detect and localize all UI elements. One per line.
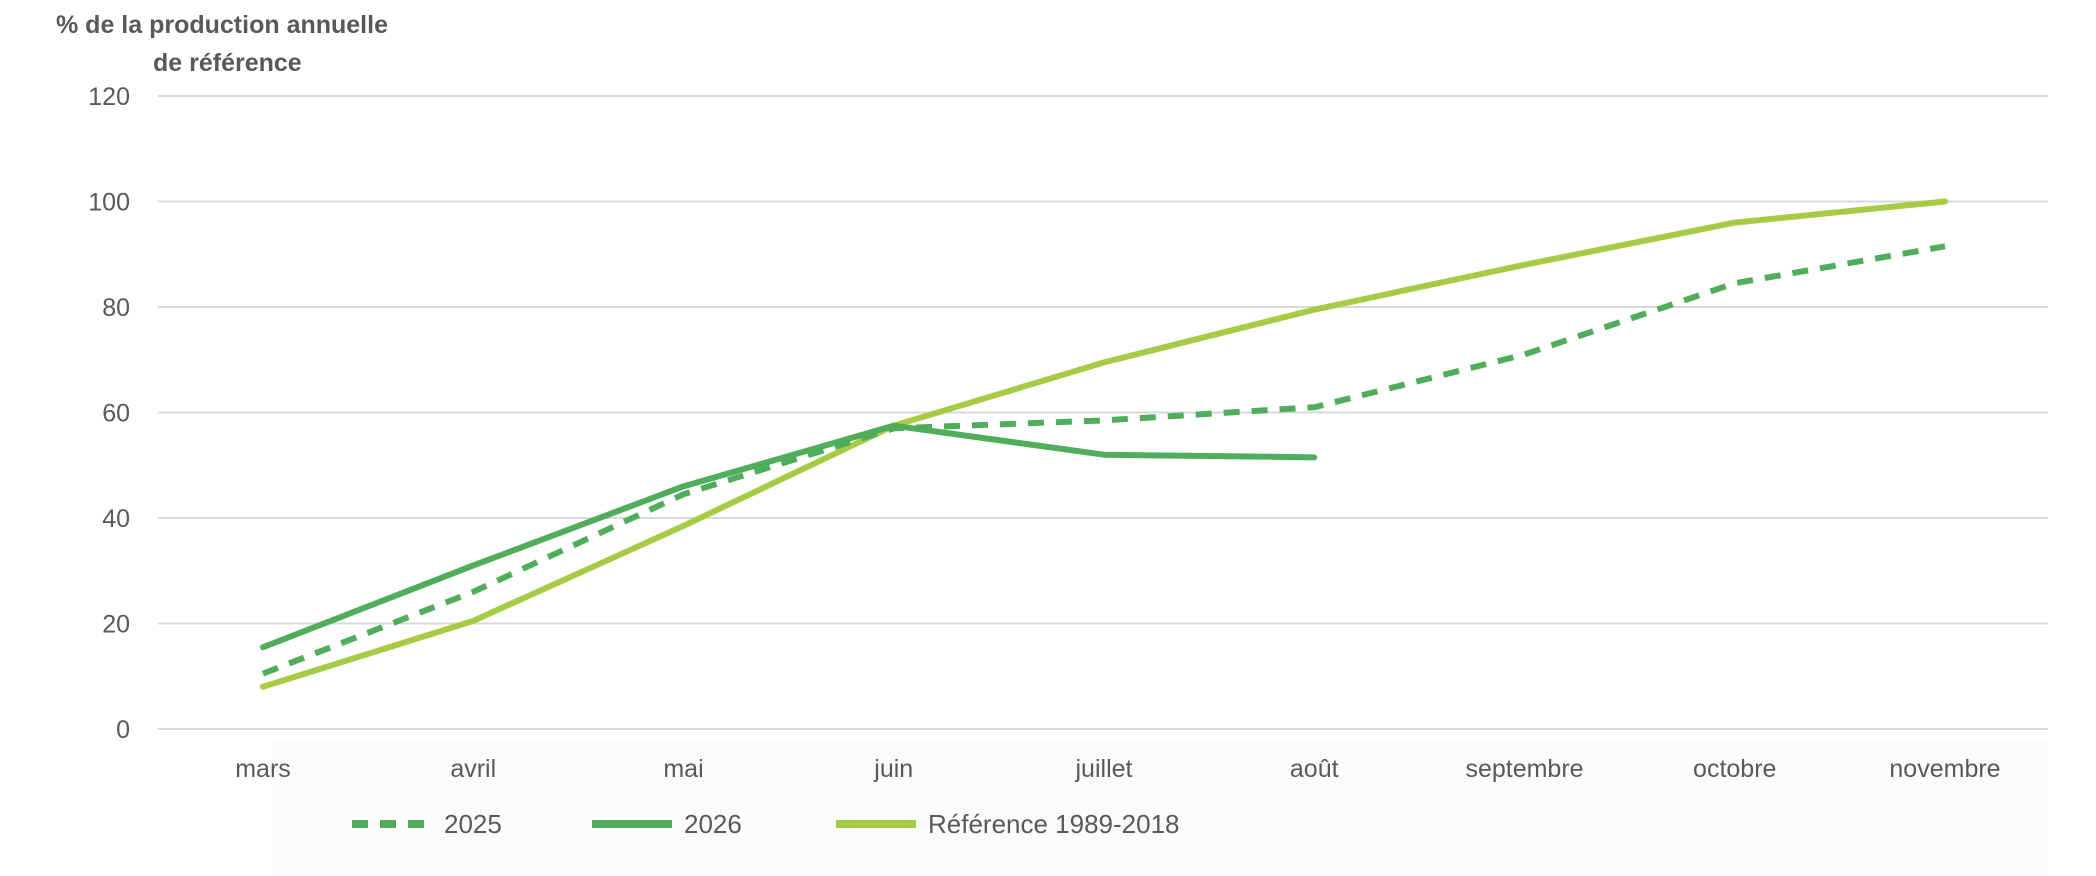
x-tick-label: mars [235,755,291,783]
y-tick-label: 60 [102,400,130,428]
x-tick-label: avril [450,755,496,783]
x-tick-label: octobre [1693,755,1776,783]
x-tick-label: novembre [1889,755,2000,783]
y-tick-label: 0 [116,716,130,744]
x-tick-label: septembre [1465,755,1583,783]
y-tick-label: 40 [102,505,130,533]
y-tick-label: 80 [102,294,130,322]
legend-label: 2025 [444,809,502,839]
x-tick-label: juin [873,755,913,783]
y-tick-label: 100 [88,189,130,217]
series-line-2025 [261,243,1946,677]
legend-label: Référence 1989-2018 [928,809,1180,839]
y-axis-label-line-2: de référence [153,49,302,77]
y-tick-label: 20 [102,611,130,639]
legend-area-background [272,740,2048,876]
x-tick-label: août [1290,755,1339,783]
legend-label: 2026 [684,809,742,839]
y-axis-label-line-1: % de la production annuelle [56,11,388,39]
series-line-r-f-rence-1989-2018 [260,198,1948,690]
y-tick-label: 120 [88,83,130,111]
x-tick-label: juillet [1075,755,1133,783]
x-tick-label: mai [663,755,703,783]
series-line-2026 [260,422,1318,651]
